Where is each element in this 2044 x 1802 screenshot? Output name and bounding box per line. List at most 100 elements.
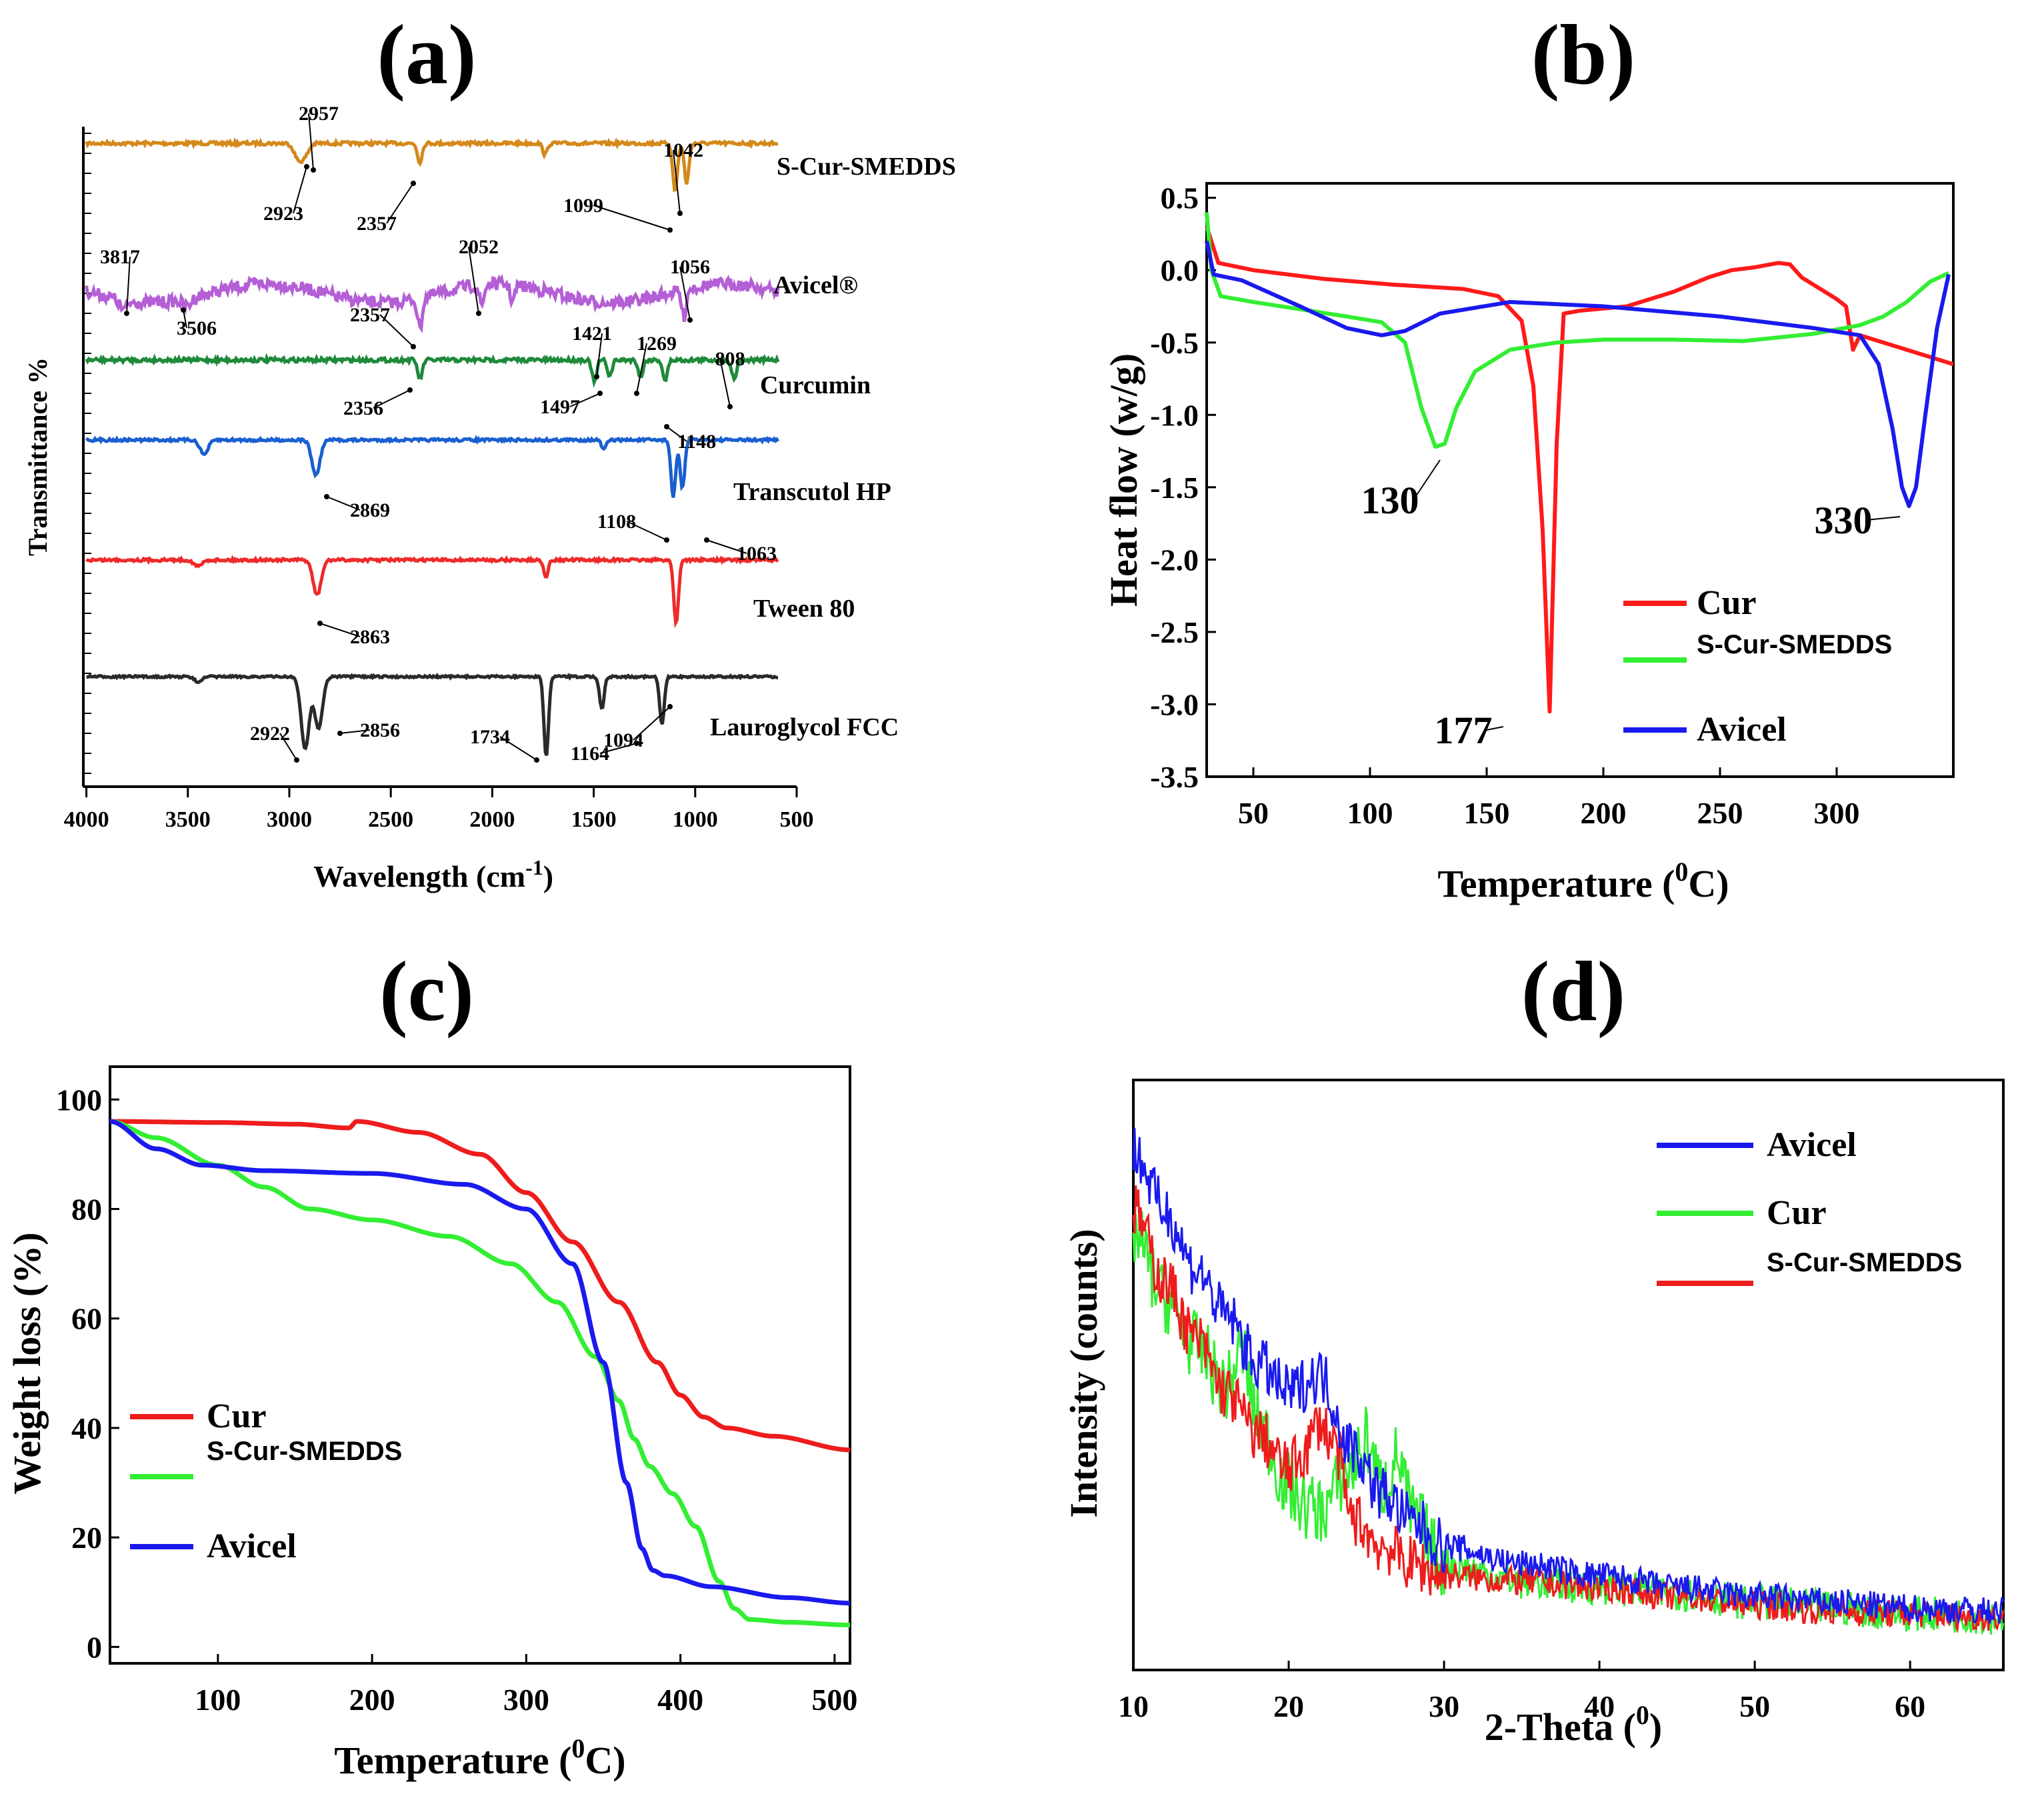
panel-a-annotation-arrow bbox=[626, 521, 667, 541]
panel-a-annotation-arrowhead bbox=[664, 537, 669, 543]
panel-b-y-tick-label: -0.5 bbox=[1150, 326, 1199, 360]
panel-b-legend: Cur S-Cur-SMEDDS Avicel bbox=[1623, 584, 1892, 749]
panel-a-annotation-arrowhead bbox=[407, 387, 413, 393]
panel-b-label: (b) bbox=[1531, 7, 1635, 102]
panel-a-y-ticks bbox=[83, 133, 91, 774]
panel-a-annotation-arrowhead bbox=[534, 757, 539, 763]
panel-a-peak-label: 1099 bbox=[563, 195, 603, 217]
panel-a-peak-label: 1094 bbox=[603, 729, 643, 751]
panel-a-annotation-arrowhead bbox=[337, 731, 343, 736]
panel-a-annotation-arrowhead bbox=[594, 374, 599, 379]
panel-c-series-cur bbox=[109, 1119, 851, 1453]
panel-b-series-avicel bbox=[1205, 241, 1951, 509]
panel-a-peak-label: 2869 bbox=[350, 499, 390, 521]
panel-d-x-tick-label: 10 bbox=[1118, 1689, 1149, 1723]
panel-c-x-tick-label: 200 bbox=[349, 1683, 395, 1717]
panel-c-plot-frame bbox=[109, 1065, 851, 1665]
panel-a: (a) 4000 3500 3000 2500 2000 1500 1000 500 S-Cu… bbox=[23, 7, 956, 893]
panel-c-series bbox=[109, 1119, 851, 1627]
panel-a-annotation-arrowhead bbox=[311, 167, 316, 173]
panel-a-annotation-arrow bbox=[679, 266, 691, 321]
panel-d-x-tick-label: 40 bbox=[1584, 1689, 1615, 1723]
panel-a-peak-label: 3817 bbox=[100, 246, 140, 268]
panel-a-x-tick-label: 500 bbox=[780, 807, 814, 832]
panel-a-peak-label: 2923 bbox=[263, 203, 303, 225]
panel-a-annotation-arrow bbox=[326, 496, 361, 511]
panel-a-series-1 bbox=[85, 274, 780, 334]
panel-a-series-label: Avicel® bbox=[773, 271, 858, 299]
panel-a-annotation-arrow bbox=[183, 309, 187, 329]
panel-a-series-label: Lauroglycol FCC bbox=[710, 713, 899, 741]
panel-a-annotation-arrowhead bbox=[667, 227, 673, 233]
panel-a-annotation-arrow bbox=[293, 166, 307, 214]
panel-c-y-label: Weight loss (%) bbox=[5, 1232, 49, 1494]
panel-c-x-tick-label: 300 bbox=[503, 1683, 549, 1717]
panel-a-annotation-arrowhead bbox=[324, 494, 329, 499]
panel-a-series-label: Curcumin bbox=[760, 371, 871, 399]
panel-a-peak-label: 1164 bbox=[571, 743, 609, 765]
panel-b-peak-label: 130 bbox=[1361, 479, 1419, 522]
panel-b-legend-label: Avicel bbox=[1697, 711, 1787, 749]
panel-d-x-tick-label: 30 bbox=[1429, 1689, 1459, 1723]
panel-a-peak-label: 1148 bbox=[677, 431, 716, 453]
panel-c-x-tick-label: 500 bbox=[811, 1683, 857, 1717]
panel-a-x-ticks: 4000 3500 3000 2500 2000 1500 1000 500 bbox=[64, 787, 814, 832]
panel-d-y-label: Intensity (counts) bbox=[1062, 1229, 1105, 1517]
panel-a-annotation-arrow bbox=[633, 706, 671, 741]
panel-b-series-s-cur-smedds bbox=[1205, 212, 1950, 449]
panel-a-annotation-arrow bbox=[308, 113, 314, 171]
panel-c-label: (c) bbox=[379, 944, 474, 1039]
panel-a-annotation-arrowhead bbox=[181, 307, 186, 313]
panel-a-series-3 bbox=[85, 435, 780, 498]
panel-b-annotation-arrow bbox=[1866, 516, 1901, 521]
panel-b-peak-label: 330 bbox=[1815, 499, 1873, 542]
panel-a-peak-label: 1269 bbox=[637, 333, 677, 355]
panel-a-annotation-arrow bbox=[719, 358, 731, 407]
panel-a-x-tick-label: 4000 bbox=[64, 807, 109, 832]
panel-d: (d) 10 20 30 40 50 60 Avicel Cur S-Cur-SMEDDS 2… bbox=[1062, 944, 2005, 1749]
panel-a-series-4 bbox=[85, 555, 779, 629]
panel-d-legend-label: S-Cur-SMEDDS bbox=[1767, 1248, 1962, 1277]
panel-d-legend-label: Cur bbox=[1767, 1194, 1827, 1232]
panel-a-peak-label: 2357 bbox=[357, 213, 397, 235]
panel-a-annotation-arrowhead bbox=[597, 391, 603, 396]
panel-a-peak-label: 808 bbox=[715, 348, 745, 370]
panel-a-annotation-arrowhead bbox=[634, 391, 639, 396]
panel-a-peak-label: 1421 bbox=[572, 323, 612, 345]
panel-c-legend-label: S-Cur-SMEDDS bbox=[207, 1437, 402, 1466]
panel-a-series-label: Transcutol HP bbox=[733, 478, 891, 506]
panel-b-y-tick-label: -1.0 bbox=[1150, 398, 1199, 432]
panel-a-x-tick-label: 1000 bbox=[673, 807, 718, 832]
panel-b-x-tick-label: 100 bbox=[1347, 796, 1393, 830]
panel-a-x-tick-label: 3000 bbox=[267, 807, 312, 832]
panel-a-peak-label: 2052 bbox=[459, 236, 499, 258]
panel-c-legend-label: Avicel bbox=[207, 1527, 297, 1565]
panel-a-x-tick-label: 1500 bbox=[571, 807, 617, 832]
panel-d-plot-frame bbox=[1132, 1079, 2005, 1671]
panel-a-peak-label: 1042 bbox=[663, 139, 703, 161]
panel-a-annotation-arrow bbox=[379, 314, 414, 347]
panel-b-y-tick-label: -3.0 bbox=[1150, 687, 1199, 721]
panel-a-x-tick-label: 3500 bbox=[165, 807, 211, 832]
panel-c-x-label: Temperature (0C) bbox=[334, 1733, 625, 1782]
panel-b-x-tick-label: 150 bbox=[1464, 796, 1510, 830]
panel-a-annotation-arrowhead bbox=[677, 211, 683, 216]
panel-a-peak-label: 3506 bbox=[177, 317, 217, 339]
panel-a-x-label: Wavelength (cm-1) bbox=[313, 855, 553, 893]
panel-a-annotation-arrowhead bbox=[667, 704, 673, 709]
panel-a-x-tick-label: 2000 bbox=[469, 807, 515, 832]
panel-b-legend-label: Cur bbox=[1697, 584, 1757, 622]
panel-d-ticks: 10 20 30 40 50 60 bbox=[1118, 1661, 1925, 1723]
panel-a-annotation-arrowhead bbox=[704, 537, 709, 543]
panel-a-annotation-arrowhead bbox=[634, 741, 639, 746]
panel-b-series-cur bbox=[1205, 226, 1955, 714]
panel-b-ticks: 50 100 150 200 250 300 0.5 0.0 -0.5 -1.0 -1.5 -2.0 -… bbox=[1150, 181, 1859, 830]
panel-a-annotation-arrow bbox=[569, 393, 601, 407]
panel-a-annotation-arrowhead bbox=[124, 311, 129, 316]
panel-d-x-label: 2-Theta (0) bbox=[1485, 1700, 1662, 1749]
panel-a-y-label: Transmittance % bbox=[23, 357, 53, 556]
panel-a-annotation-arrowhead bbox=[664, 424, 669, 429]
panel-a-peak-label: 2922 bbox=[250, 723, 290, 745]
panel-c-y-tick-label: 100 bbox=[56, 1083, 102, 1117]
panel-a-peak-label: 2957 bbox=[299, 103, 339, 125]
